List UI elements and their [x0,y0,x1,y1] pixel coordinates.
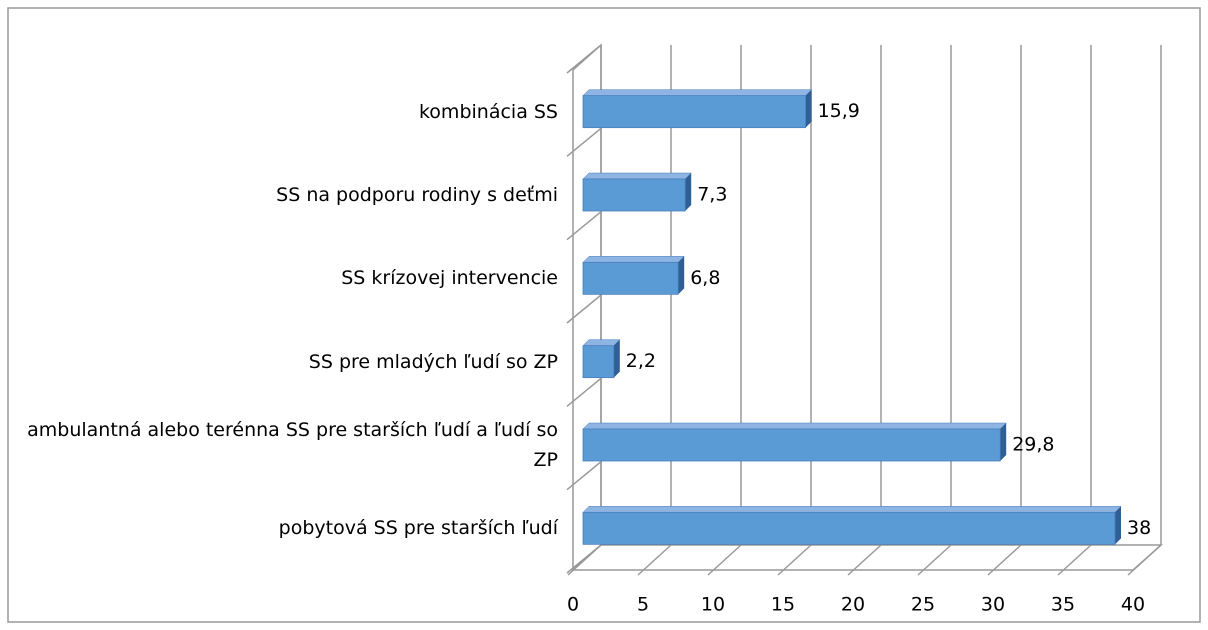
y-tick-label: ambulantná alebo terénna SS pre starších… [27,419,558,471]
x-tick-label: 25 [911,594,935,616]
x-tick-label: 35 [1051,594,1075,616]
x-tick-label: 20 [841,594,865,616]
bar-top [582,172,692,180]
x-tick-label: 5 [637,594,649,616]
value-label: 38 [1127,517,1151,539]
y-tick-label: SS pre mladých ľudí so ZP [308,350,558,373]
bar [582,428,1001,462]
bar-side [1000,423,1007,461]
category-divider [566,461,602,491]
floor-grid-line [1057,544,1092,576]
value-label: 6,8 [690,267,720,289]
y-tick-label: pobytová SS pre starších ľudí [278,517,558,540]
category-divider [566,127,602,157]
x-tick-label: 15 [771,594,795,616]
x-tick-label: 40 [1121,594,1145,616]
bar-top [582,256,685,263]
bar-top [582,89,813,96]
floor-grid-line [987,544,1022,576]
x-tick-label: 0 [567,594,579,616]
floor-grid-line [1127,544,1162,576]
bar [582,95,807,129]
category-divider [566,211,602,241]
category-divider [566,377,602,407]
y-tick-label: SS krízovej intervencie [341,267,558,290]
category-divider [566,294,602,324]
bar-top [582,339,621,346]
x-tick-label: 10 [701,594,725,616]
floor-grid-line [777,544,812,576]
bar-side [1115,506,1121,545]
bar [582,511,1116,545]
bar-side [805,89,812,128]
floor-grid-line [567,544,602,576]
floor-grid-line [637,544,672,576]
floor-grid-line [847,544,882,576]
value-label: 7,3 [697,184,727,206]
bar-side [685,173,692,211]
bar [582,261,679,295]
value-label: 29,8 [1012,434,1054,456]
bar-top [582,422,1007,430]
floor-grid-line [707,544,742,576]
x-tick-label: 30 [981,594,1005,616]
bar [582,178,686,212]
value-label: 2,2 [626,350,656,372]
y-tick-label: SS na podporu rodiny s deťmi [276,184,558,206]
bar [582,345,615,379]
category-divider [566,44,602,74]
y-tick-label: kombinácia SS [418,100,558,123]
bar-top [582,506,1122,513]
bar-side [678,256,685,295]
value-label: 15,9 [818,100,860,122]
bar-side [613,339,620,378]
floor-grid-line [917,544,952,576]
